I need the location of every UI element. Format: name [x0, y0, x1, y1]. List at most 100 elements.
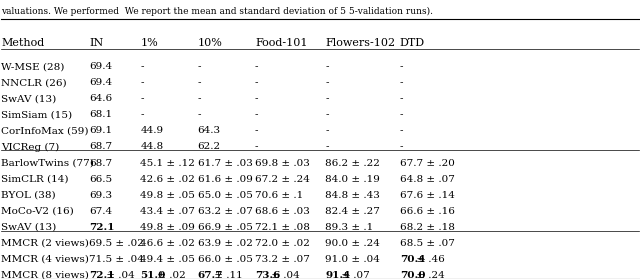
Text: -: - [325, 94, 328, 103]
Text: -: - [140, 94, 144, 103]
Text: -: - [255, 94, 259, 103]
Text: 42.6 ± .02: 42.6 ± .02 [140, 175, 195, 184]
Text: 67.7: 67.7 [198, 271, 223, 279]
Text: 69.5 ± .02: 69.5 ± .02 [90, 239, 144, 248]
Text: ± .46: ± .46 [413, 255, 445, 264]
Text: 72.1: 72.1 [90, 271, 115, 279]
Text: 84.0 ± .19: 84.0 ± .19 [325, 175, 380, 184]
Text: -: - [198, 62, 201, 71]
Text: MMCR (4 views): MMCR (4 views) [1, 255, 89, 264]
Text: -: - [198, 78, 201, 87]
Text: -: - [399, 78, 403, 87]
Text: -: - [198, 94, 201, 103]
Text: 72.1 ± .08: 72.1 ± .08 [255, 223, 310, 232]
Text: 67.6 ± .14: 67.6 ± .14 [399, 191, 454, 200]
Text: 70.4: 70.4 [399, 255, 425, 264]
Text: -: - [255, 62, 259, 71]
Text: MMCR (8 views): MMCR (8 views) [1, 271, 89, 279]
Text: 61.7 ± .03: 61.7 ± .03 [198, 158, 253, 167]
Text: 64.6: 64.6 [90, 94, 113, 103]
Text: DTD: DTD [399, 38, 425, 48]
Text: SimSiam (15): SimSiam (15) [1, 110, 72, 119]
Text: 61.6 ± .09: 61.6 ± .09 [198, 175, 253, 184]
Text: Method: Method [1, 38, 45, 48]
Text: W-MSE (28): W-MSE (28) [1, 62, 65, 71]
Text: 43.4 ± .07: 43.4 ± .07 [140, 207, 195, 216]
Text: 46.6 ± .02: 46.6 ± .02 [140, 239, 195, 248]
Text: 69.8 ± .03: 69.8 ± .03 [255, 158, 310, 167]
Text: 66.5: 66.5 [90, 175, 113, 184]
Text: -: - [255, 126, 259, 135]
Text: 86.2 ± .22: 86.2 ± .22 [325, 158, 380, 167]
Text: 72.0 ± .02: 72.0 ± .02 [255, 239, 310, 248]
Text: 65.0 ± .05: 65.0 ± .05 [198, 191, 253, 200]
Text: 68.5 ± .07: 68.5 ± .07 [399, 239, 454, 248]
Text: -: - [325, 143, 328, 151]
Text: 69.1: 69.1 [90, 126, 113, 135]
Text: NNCLR (26): NNCLR (26) [1, 78, 67, 87]
Text: -: - [255, 110, 259, 119]
Text: MoCo-V2 (16): MoCo-V2 (16) [1, 207, 74, 216]
Text: 64.8 ± .07: 64.8 ± .07 [399, 175, 454, 184]
Text: 68.1: 68.1 [90, 110, 113, 119]
Text: 66.9 ± .05: 66.9 ± .05 [198, 223, 253, 232]
Text: -: - [399, 110, 403, 119]
Text: ± .24: ± .24 [413, 271, 445, 279]
Text: Flowers-102: Flowers-102 [325, 38, 396, 48]
Text: BYOL (38): BYOL (38) [1, 191, 56, 200]
Text: -: - [325, 110, 328, 119]
Text: ± .04: ± .04 [268, 271, 300, 279]
Text: ± .02: ± .02 [154, 271, 186, 279]
Text: 44.8: 44.8 [140, 143, 163, 151]
Text: 70.0: 70.0 [399, 271, 425, 279]
Text: Food-101: Food-101 [255, 38, 307, 48]
Text: 51.0: 51.0 [140, 271, 166, 279]
Text: -: - [399, 126, 403, 135]
Text: 66.0 ± .05: 66.0 ± .05 [198, 255, 253, 264]
Text: VICReg (7): VICReg (7) [1, 143, 60, 151]
Text: 89.3 ± .1: 89.3 ± .1 [325, 223, 373, 232]
Text: 68.6 ± .03: 68.6 ± .03 [255, 207, 310, 216]
Text: 10%: 10% [198, 38, 223, 48]
Text: 84.8 ± .43: 84.8 ± .43 [325, 191, 380, 200]
Text: valuations. We performed  We report the mean and standard deviation of 5 5-valid: valuations. We performed We report the m… [1, 6, 433, 16]
Text: 66.6 ± .16: 66.6 ± .16 [399, 207, 454, 216]
Text: 73.2 ± .07: 73.2 ± .07 [255, 255, 310, 264]
Text: -: - [255, 78, 259, 87]
Text: SimCLR (14): SimCLR (14) [1, 175, 69, 184]
Text: 67.7 ± .20: 67.7 ± .20 [399, 158, 454, 167]
Text: -: - [399, 62, 403, 71]
Text: 73.6: 73.6 [255, 271, 280, 279]
Text: ± .07: ± .07 [339, 271, 370, 279]
Text: 67.2 ± .24: 67.2 ± .24 [255, 175, 310, 184]
Text: 91.4: 91.4 [325, 271, 350, 279]
Text: -: - [325, 126, 328, 135]
Text: 69.3: 69.3 [90, 191, 113, 200]
Text: -: - [140, 78, 144, 87]
Text: -: - [198, 110, 201, 119]
Text: 90.0 ± .24: 90.0 ± .24 [325, 239, 380, 248]
Text: 63.9 ± .02: 63.9 ± .02 [198, 239, 253, 248]
Text: -: - [399, 143, 403, 151]
Text: CorInfoMax (59): CorInfoMax (59) [1, 126, 89, 135]
Text: SwAV (13): SwAV (13) [1, 94, 56, 103]
Text: 64.3: 64.3 [198, 126, 221, 135]
Text: 69.4: 69.4 [90, 78, 113, 87]
Text: 68.7: 68.7 [90, 143, 113, 151]
Text: 91.0 ± .04: 91.0 ± .04 [325, 255, 380, 264]
Text: 49.8 ± .05: 49.8 ± .05 [140, 191, 195, 200]
Text: MMCR (2 views): MMCR (2 views) [1, 239, 89, 248]
Text: 63.2 ± .07: 63.2 ± .07 [198, 207, 253, 216]
Text: SwAV (13): SwAV (13) [1, 223, 56, 232]
Text: 45.1 ± .12: 45.1 ± .12 [140, 158, 195, 167]
Text: 82.4 ± .27: 82.4 ± .27 [325, 207, 380, 216]
Text: ± .04: ± .04 [102, 271, 134, 279]
Text: -: - [325, 78, 328, 87]
Text: -: - [140, 110, 144, 119]
Text: 69.4: 69.4 [90, 62, 113, 71]
Text: IN: IN [90, 38, 104, 48]
Text: -: - [399, 94, 403, 103]
Text: 67.4: 67.4 [90, 207, 113, 216]
Text: 70.6 ± .1: 70.6 ± .1 [255, 191, 303, 200]
Text: -: - [255, 143, 259, 151]
